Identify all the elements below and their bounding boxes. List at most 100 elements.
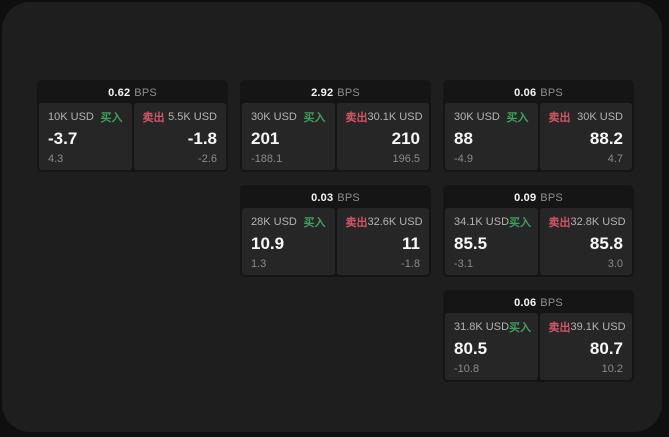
quote-panels: 31.8K USD 买入 80.5 -10.8 卖出 39.1K USD 80.… (445, 313, 632, 380)
buy-amount: 28K USD (251, 216, 297, 228)
quote-panels: 30K USD 买入 201 -188.1 卖出 30.1K USD 210 1… (242, 103, 429, 170)
bps-unit-label: BPS (540, 86, 563, 99)
bps-value: 0.03 (311, 191, 334, 204)
sell-delta: 3.0 (607, 258, 623, 270)
sell-panel[interactable]: 卖出 30K USD 88.2 4.7 (539, 103, 632, 170)
sell-amount: 5.5K USD (168, 111, 217, 123)
sell-side-label: 卖出 (548, 112, 571, 124)
quote-card: 0.06 BPS 31.8K USD 买入 80.5 -10.8 卖出 39.1… (443, 290, 634, 382)
sell-side-label: 卖出 (142, 112, 165, 124)
buy-delta: -4.9 (454, 153, 473, 165)
buy-panel-top: 30K USD 买入 (454, 109, 529, 125)
bps-unit-label: BPS (540, 296, 563, 309)
card-header: 0.09 BPS (445, 187, 632, 208)
sell-panel[interactable]: 卖出 39.1K USD 80.7 10.2 (539, 313, 632, 380)
quote-card: 0.03 BPS 28K USD 买入 10.9 1.3 卖出 32.6K US… (240, 185, 431, 277)
buy-price: 201 (251, 128, 280, 148)
sell-amount: 32.6K USD (367, 216, 423, 228)
quote-card: 2.92 BPS 30K USD 买入 201 -188.1 卖出 30.1K … (240, 80, 431, 172)
card-header: 0.62 BPS (39, 82, 226, 103)
buy-side-label: 买入 (509, 322, 532, 334)
buy-delta: 4.3 (48, 153, 64, 165)
buy-delta: -10.8 (454, 363, 480, 375)
buy-price: 80.5 (454, 338, 488, 358)
buy-delta: 1.3 (251, 258, 267, 270)
app-page: 0.62 BPS 10K USD 买入 -3.7 4.3 卖出 5.5K USD… (2, 2, 662, 432)
sell-amount: 39.1K USD (570, 321, 626, 333)
buy-panel-top: 28K USD 买入 (251, 214, 326, 230)
quote-panels: 34.1K USD 买入 85.5 -3.1 卖出 32.8K USD 85.8… (445, 208, 632, 275)
buy-panel[interactable]: 30K USD 买入 88 -4.9 (445, 103, 538, 170)
sell-price: 85.8 (589, 233, 623, 253)
buy-side-label: 买入 (509, 217, 532, 229)
sell-price: 80.7 (589, 338, 623, 358)
buy-panel[interactable]: 31.8K USD 买入 80.5 -10.8 (445, 313, 538, 380)
sell-panel-top: 卖出 30.1K USD (345, 109, 423, 125)
card-header: 0.03 BPS (242, 187, 429, 208)
sell-amount: 30.1K USD (367, 111, 423, 123)
buy-panel[interactable]: 28K USD 买入 10.9 1.3 (242, 208, 335, 275)
sell-price: -1.8 (187, 128, 217, 148)
quote-panels: 28K USD 买入 10.9 1.3 卖出 32.6K USD 11 -1.8 (242, 208, 429, 275)
quote-card-grid: 0.62 BPS 10K USD 买入 -3.7 4.3 卖出 5.5K USD… (37, 80, 634, 382)
sell-panel[interactable]: 卖出 32.8K USD 85.8 3.0 (539, 208, 632, 275)
bps-value: 2.92 (311, 86, 334, 99)
sell-panel[interactable]: 卖出 5.5K USD -1.8 -2.6 (133, 103, 226, 170)
sell-price: 88.2 (589, 128, 623, 148)
bps-value: 0.62 (108, 86, 131, 99)
buy-amount: 31.8K USD (454, 321, 510, 333)
sell-panel-top: 卖出 30K USD (549, 109, 624, 125)
buy-panel[interactable]: 34.1K USD 买入 85.5 -3.1 (445, 208, 538, 275)
bps-value: 0.09 (514, 191, 537, 204)
sell-amount: 30K USD (577, 111, 623, 123)
sell-delta: -2.6 (198, 153, 217, 165)
buy-amount: 34.1K USD (454, 216, 510, 228)
buy-panel[interactable]: 30K USD 买入 201 -188.1 (242, 103, 335, 170)
quote-panels: 30K USD 买入 88 -4.9 卖出 30K USD 88.2 4.7 (445, 103, 632, 170)
sell-panel-top: 卖出 32.8K USD (549, 214, 626, 230)
sell-side-label: 卖出 (548, 322, 571, 334)
sell-panel[interactable]: 卖出 32.6K USD 11 -1.8 (336, 208, 429, 275)
quote-card: 0.09 BPS 34.1K USD 买入 85.5 -3.1 卖出 32.8K… (443, 185, 634, 277)
buy-panel-top: 34.1K USD 买入 (454, 214, 532, 230)
buy-side-label: 买入 (303, 217, 326, 229)
buy-side-label: 买入 (303, 112, 326, 124)
bps-unit-label: BPS (337, 191, 360, 204)
buy-panel[interactable]: 10K USD 买入 -3.7 4.3 (39, 103, 132, 170)
buy-amount: 30K USD (251, 111, 297, 123)
sell-price: 11 (402, 233, 420, 253)
bps-unit-label: BPS (540, 191, 563, 204)
sell-panel[interactable]: 卖出 30.1K USD 210 196.5 (336, 103, 429, 170)
bps-value: 0.06 (514, 86, 537, 99)
buy-side-label: 买入 (506, 112, 529, 124)
card-header: 0.06 BPS (445, 292, 632, 313)
card-header: 0.06 BPS (445, 82, 632, 103)
quote-panels: 10K USD 买入 -3.7 4.3 卖出 5.5K USD -1.8 -2.… (39, 103, 226, 170)
sell-amount: 32.8K USD (570, 216, 626, 228)
sell-delta: 10.2 (601, 363, 623, 375)
sell-panel-top: 卖出 32.6K USD (345, 214, 423, 230)
buy-amount: 10K USD (48, 111, 94, 123)
buy-price: 88 (454, 128, 473, 148)
quote-card: 0.62 BPS 10K USD 买入 -3.7 4.3 卖出 5.5K USD… (37, 80, 228, 172)
buy-panel-top: 31.8K USD 买入 (454, 319, 532, 335)
sell-delta: 4.7 (607, 153, 623, 165)
sell-delta: -1.8 (401, 258, 420, 270)
buy-amount: 30K USD (454, 111, 500, 123)
sell-side-label: 卖出 (345, 217, 368, 229)
buy-panel-top: 30K USD 买入 (251, 109, 326, 125)
buy-delta: -188.1 (251, 153, 283, 165)
buy-price: -3.7 (48, 128, 78, 148)
bps-unit-label: BPS (134, 86, 157, 99)
bps-unit-label: BPS (337, 86, 360, 99)
card-header: 2.92 BPS (242, 82, 429, 103)
buy-side-label: 买入 (100, 112, 123, 124)
sell-price: 210 (391, 128, 420, 148)
quote-card: 0.06 BPS 30K USD 买入 88 -4.9 卖出 30K USD 8… (443, 80, 634, 172)
bps-value: 0.06 (514, 296, 537, 309)
buy-panel-top: 10K USD 买入 (48, 109, 123, 125)
sell-delta: 196.5 (392, 153, 420, 165)
buy-price: 85.5 (454, 233, 488, 253)
sell-side-label: 卖出 (345, 112, 368, 124)
sell-panel-top: 卖出 39.1K USD (548, 319, 626, 335)
